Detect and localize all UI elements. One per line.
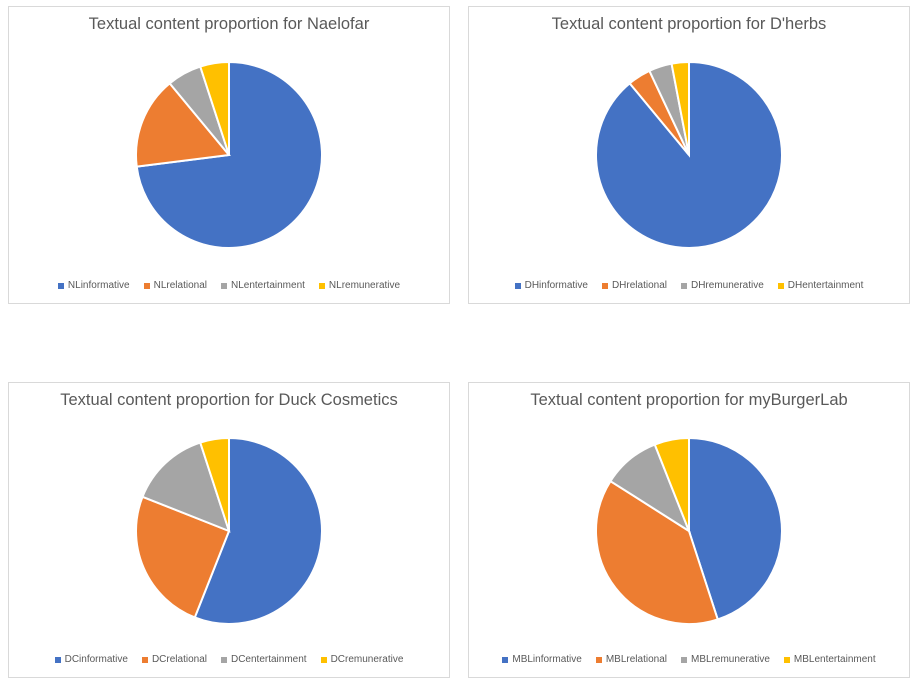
legend-label: DCentertainment [230, 654, 307, 665]
legend-swatch [220, 656, 227, 663]
legend-label: NLinformative [67, 280, 130, 291]
legend-label: NLentertainment [230, 280, 305, 291]
legend-item: DCentertainment [220, 654, 307, 665]
pie-slice-DHentertainment [670, 60, 690, 156]
legend-label: MBLentertainment [793, 654, 876, 665]
legend-item: DHremunerative [680, 280, 764, 291]
legend-item: NLrelational [143, 280, 207, 291]
chart-panel-naelofar: Textual content proportion for Naelofar … [8, 6, 450, 304]
legend-label: DCremunerative [330, 654, 404, 665]
legend-swatch [783, 656, 790, 663]
legend-swatch [143, 282, 150, 289]
pie-slice-DCremunerative [199, 436, 230, 532]
legend-label: DCinformative [64, 654, 128, 665]
chart-legend: MBLinformative MBLrelational MBLremunerati… [469, 654, 909, 665]
pie-slice-DCinformative [193, 436, 323, 625]
legend-label: DHentertainment [787, 280, 864, 291]
legend-swatch [57, 282, 64, 289]
legend-swatch [320, 656, 327, 663]
chart-panel-duck-cosmetics: Textual content proportion for Duck Cosm… [8, 382, 450, 678]
legend-item: MBLremunerative [680, 654, 770, 665]
pie-chart [135, 436, 323, 625]
legend-swatch [680, 282, 687, 289]
legend-label: DCrelational [151, 654, 207, 665]
legend-label: NLremunerative [328, 280, 401, 291]
legend-swatch [514, 282, 521, 289]
pie-slice-NLremunerative [199, 60, 230, 156]
legend-swatch [318, 282, 325, 289]
pie-chart [595, 436, 783, 625]
chart-title: Textual content proportion for Naelofar [88, 15, 370, 33]
chart-panel-myburgerlab: Textual content proportion for myBurgerL… [468, 382, 910, 678]
legend-item: DCremunerative [320, 654, 404, 665]
pie-slice-MBLentertainment [653, 436, 690, 532]
legend-item: DHentertainment [777, 280, 864, 291]
chart-title: Textual content proportion for myBurgerL… [530, 391, 848, 409]
legend-item: NLentertainment [220, 280, 305, 291]
legend-swatch [220, 282, 227, 289]
pie-slice-NLrelational [135, 81, 231, 168]
legend-swatch [777, 282, 784, 289]
legend-item: NLinformative [57, 280, 130, 291]
pie-slice-MBLrelational [595, 479, 719, 625]
pie-slice-DHinformative [595, 60, 783, 249]
legend-item: MBLinformative [502, 654, 582, 665]
legend-label: NLrelational [153, 280, 207, 291]
legend-swatch [601, 282, 608, 289]
legend-swatch [680, 656, 687, 663]
legend-item: MBLrelational [595, 654, 667, 665]
legend-swatch [54, 656, 61, 663]
legend-swatch [141, 656, 148, 663]
pie-chart [595, 60, 783, 249]
chart-title: Textual content proportion for Duck Cosm… [60, 391, 398, 409]
legend-item: DHrelational [601, 280, 667, 291]
legend-item: DCinformative [54, 654, 128, 665]
chart-legend: DCinformative DCrelational DCentertainment… [9, 654, 449, 665]
legend-label: MBLrelational [605, 654, 667, 665]
legend-label: MBLinformative [512, 654, 582, 665]
legend-item: DCrelational [141, 654, 207, 665]
chart-legend: NLinformative NLrelational NLentertainment… [9, 280, 449, 291]
chart-title: Textual content proportion for D'herbs [551, 15, 827, 33]
legend-item: DHinformative [514, 280, 588, 291]
legend-label: DHrelational [611, 280, 667, 291]
legend-label: MBLremunerative [690, 654, 770, 665]
legend-swatch [595, 656, 602, 663]
chart-legend: DHinformative DHrelational DHremunerative D… [469, 280, 909, 291]
pie-slice-MBLinformative [688, 436, 783, 621]
legend-label: DHremunerative [690, 280, 764, 291]
pie-chart [135, 60, 323, 249]
legend-item: MBLentertainment [783, 654, 876, 665]
pie-slice-DCrelational [135, 495, 231, 619]
legend-item: NLremunerative [318, 280, 401, 291]
legend-swatch [502, 656, 509, 663]
legend-label: DHinformative [524, 280, 588, 291]
chart-panel-dherbs: Textual content proportion for D'herbs D… [468, 6, 910, 304]
